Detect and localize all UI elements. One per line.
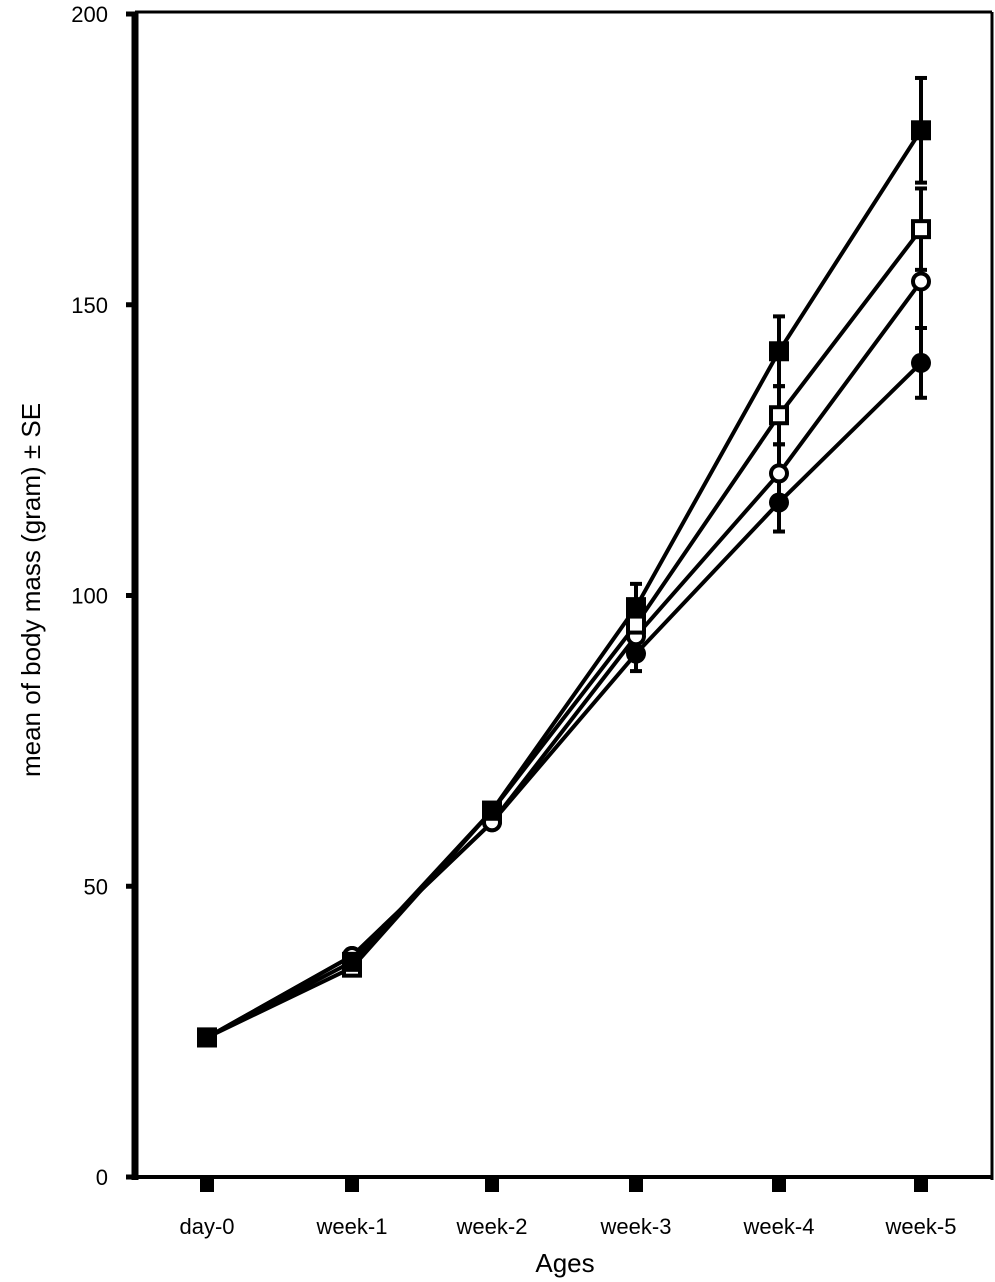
y-axis-title: mean of body mass (gram) ± SE bbox=[16, 403, 46, 777]
x-tick bbox=[772, 1179, 786, 1192]
data-point-filled-square bbox=[911, 120, 931, 141]
series-lines bbox=[206, 129, 923, 1040]
x-tick bbox=[485, 1179, 499, 1192]
x-tick-label: week-2 bbox=[456, 1214, 528, 1239]
x-tick bbox=[914, 1179, 928, 1192]
y-tick-label: 0 bbox=[96, 1165, 108, 1190]
data-point-filled-circle bbox=[626, 643, 646, 664]
data-point-filled-square bbox=[197, 1027, 217, 1048]
data-point-filled-square bbox=[626, 597, 646, 618]
series-layer bbox=[197, 75, 931, 1048]
x-axis-ticks: day-0 week-1 week-2 week-3 week-4 week-5 bbox=[179, 1179, 956, 1239]
x-tick bbox=[345, 1179, 359, 1192]
y-tick-label: 200 bbox=[71, 2, 108, 27]
series-line-open-square bbox=[206, 227, 923, 1040]
plot-frame bbox=[131, 10, 994, 1180]
x-tick-label: day-0 bbox=[179, 1214, 234, 1239]
y-tick-label: 100 bbox=[71, 584, 108, 609]
series-markers bbox=[197, 120, 931, 1048]
data-point-open-square bbox=[626, 614, 646, 635]
data-point-open-circle bbox=[769, 463, 789, 484]
y-tick-label: 50 bbox=[84, 874, 108, 899]
data-point-filled-square bbox=[482, 800, 502, 821]
series-line-filled-square bbox=[206, 129, 923, 1040]
x-tick bbox=[200, 1179, 214, 1192]
data-point-filled-square bbox=[769, 341, 789, 362]
y-axis-ticks: 0 50 100 150 200 bbox=[71, 2, 135, 1190]
x-axis-title: Ages bbox=[535, 1248, 594, 1278]
x-tick-label: week-1 bbox=[316, 1214, 388, 1239]
x-tick-label: week-4 bbox=[743, 1214, 815, 1239]
data-point-open-square bbox=[769, 405, 789, 426]
x-tick bbox=[629, 1179, 643, 1192]
data-point-filled-square bbox=[342, 951, 362, 972]
data-point-open-square bbox=[911, 219, 931, 240]
data-point-filled-circle bbox=[769, 492, 789, 513]
x-tick-label: week-5 bbox=[885, 1214, 957, 1239]
x-tick-label: week-3 bbox=[600, 1214, 672, 1239]
y-tick-label: 150 bbox=[71, 293, 108, 318]
series-line-filled-circle bbox=[206, 361, 923, 1040]
series-line-open-circle bbox=[206, 280, 923, 1040]
error-bars bbox=[486, 75, 927, 831]
data-point-filled-circle bbox=[911, 352, 931, 373]
data-point-open-circle bbox=[911, 271, 931, 292]
